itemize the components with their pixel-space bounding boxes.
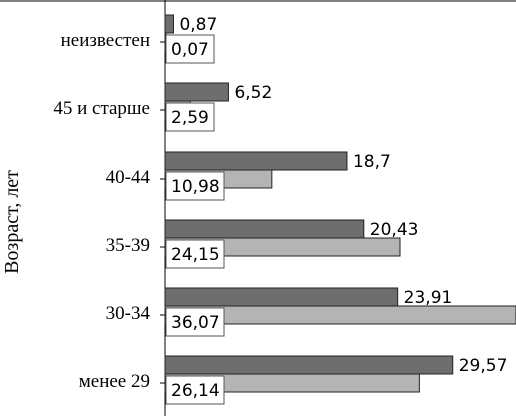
data-label: 0,87 [179, 15, 217, 35]
category-label: менее 29 [79, 371, 150, 392]
y-axis-label: Возраст, лет [1, 170, 23, 274]
data-label-box [165, 375, 225, 405]
data-label: 26,14 [171, 381, 220, 401]
data-label-box [165, 171, 225, 201]
bar-series-1 [164, 82, 229, 102]
bar-series-1 [164, 287, 399, 307]
data-label: 10,98 [171, 177, 220, 197]
data-label: 6,52 [234, 83, 272, 103]
bar-series-1 [164, 14, 174, 34]
category-label: 45 и старше [53, 98, 150, 119]
category-label: 35-39 [106, 235, 150, 256]
data-label: 24,15 [171, 245, 220, 265]
data-label: 2,59 [171, 108, 209, 128]
data-label: 0,07 [171, 40, 209, 60]
bar-series-1 [164, 219, 365, 239]
data-label-box [165, 102, 215, 132]
bar-series-1 [164, 151, 348, 171]
data-label: 20,43 [370, 220, 419, 240]
data-label: 18,7 [353, 152, 391, 172]
data-label-box [165, 307, 225, 337]
data-label-box [165, 239, 225, 269]
data-label-box [165, 34, 215, 64]
category-label: 30-34 [106, 303, 151, 324]
category-label: 40-44 [106, 167, 151, 188]
bar-series-1 [164, 355, 454, 375]
bar-series-2 [164, 305, 516, 325]
data-label: 23,91 [404, 288, 453, 308]
data-label: 29,57 [459, 356, 508, 376]
category-label: неизвестен [61, 30, 150, 51]
data-label: 36,07 [171, 313, 220, 333]
bar-series-2 [164, 373, 420, 393]
